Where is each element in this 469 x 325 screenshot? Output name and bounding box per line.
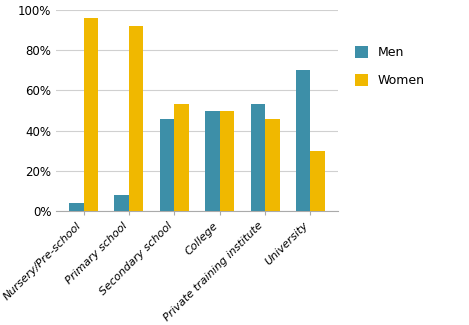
Bar xyxy=(296,70,310,211)
Bar xyxy=(310,151,325,211)
Bar xyxy=(219,111,234,211)
Bar xyxy=(129,26,144,211)
Bar xyxy=(69,203,83,211)
Legend: Men, Women: Men, Women xyxy=(355,46,425,87)
Bar xyxy=(205,111,219,211)
Bar xyxy=(83,18,98,211)
Bar xyxy=(114,195,129,211)
Bar xyxy=(160,119,174,211)
Bar xyxy=(174,104,189,211)
Bar xyxy=(265,119,280,211)
Bar xyxy=(250,104,265,211)
